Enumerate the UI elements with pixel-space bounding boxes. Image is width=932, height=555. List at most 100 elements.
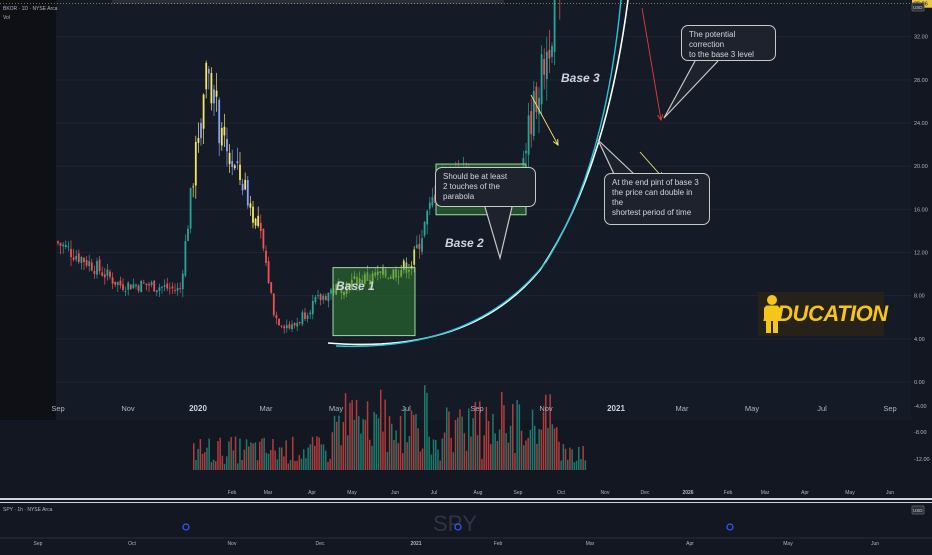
volume-bar [309,444,312,470]
volume-bar [562,444,565,470]
candle-body [309,312,312,315]
volume-time-label: Apr [801,490,809,496]
candle-body [213,89,215,104]
candle-body [184,241,187,276]
volume-bar [270,449,272,470]
volume-time-label: Mar [761,490,770,496]
arrow-correction [641,7,662,121]
volume-bar [197,448,199,470]
volume-bar [503,405,505,470]
volume-bar [285,440,287,470]
volume-bar [384,399,386,470]
volume-time-label: Sep [514,490,523,496]
candle-body [296,322,299,327]
volume-bar [316,436,318,470]
candle-body [540,54,543,105]
bottom-time-label: Apr [686,541,694,547]
volume-bar [199,439,202,470]
volume-bar [219,437,221,470]
candle-body [402,260,405,270]
volume-bar [410,410,413,470]
volume-bar [516,400,518,470]
volume-time-label: Jun [391,490,399,496]
volume-bar [443,432,446,470]
volume-bar [232,450,235,470]
candle-body [285,325,288,329]
candle-body [168,287,171,289]
candle-body [532,91,535,137]
top-toolbar-strip [112,0,504,4]
volume-bar [373,411,375,470]
volume-bar [287,463,290,470]
volume-bar [217,441,219,470]
candle-body [189,188,192,229]
candle-body [155,290,158,293]
volume-bar [311,436,314,470]
candle-body [70,248,72,258]
volume-bar [252,443,254,470]
volume-bar [267,453,270,470]
candle-body [298,321,301,323]
candle-body [176,287,179,291]
volume-bar [344,393,347,470]
main-time-label: May [745,404,759,413]
candle-body [192,186,195,188]
candle-body [210,73,213,104]
candle-body [545,51,548,79]
volume-bar [206,447,208,470]
volume-bar [463,433,466,470]
volume-bar [507,442,510,470]
header-vol: Vol [3,15,10,21]
candle-body [106,269,109,276]
candle-body [101,272,104,276]
candle-body [103,274,106,278]
volume-bar [329,458,331,470]
volume-bar [483,435,485,470]
session-marker-icon [726,523,734,531]
pane-separator-top [0,498,932,500]
candle-body [75,255,78,260]
candle-body [166,283,169,289]
volume-bar [428,436,430,470]
candle-body [259,223,262,232]
arrow-correction-head [657,114,664,122]
candle-body [77,253,80,263]
candle-body [317,295,319,297]
currency-badge-bottom [911,505,925,515]
volume-bar [413,414,415,470]
volume-bar [490,444,492,470]
volume-bar [468,408,470,470]
currency-badge-bottom-text: USD [913,508,923,513]
main-time-label: Sep [51,404,64,413]
volume-bar [564,448,567,470]
candle-body [254,218,257,226]
session-marker-icon [182,523,190,531]
main-time-label: Nov [121,404,135,413]
volume-bar [221,455,224,470]
candle-body [59,243,62,246]
volume-bar [223,463,226,470]
volume-bar [509,425,512,470]
candle-body [132,284,135,289]
volume-bar [531,409,534,470]
volume-bar [584,460,587,470]
candle-body [431,197,434,206]
watermark-spy: SPY [433,511,477,536]
volume-bar [540,429,543,470]
volume-time-label: Feb [724,490,733,496]
volume-bar [210,462,213,470]
double-note-line-3: shortest period of time [612,208,692,217]
volume-bar [281,447,283,470]
volume-bar [204,452,206,470]
volume-bar [573,462,576,470]
candle-body [88,261,91,267]
volume-bar [399,415,402,470]
base2-label: Base 2 [445,236,484,250]
volume-bar [567,459,569,470]
volume-bar [512,404,514,470]
volume-time-label: Feb [228,490,237,496]
candle-body [207,68,210,74]
correction-note-line-2: to the base 3 level [689,50,754,59]
